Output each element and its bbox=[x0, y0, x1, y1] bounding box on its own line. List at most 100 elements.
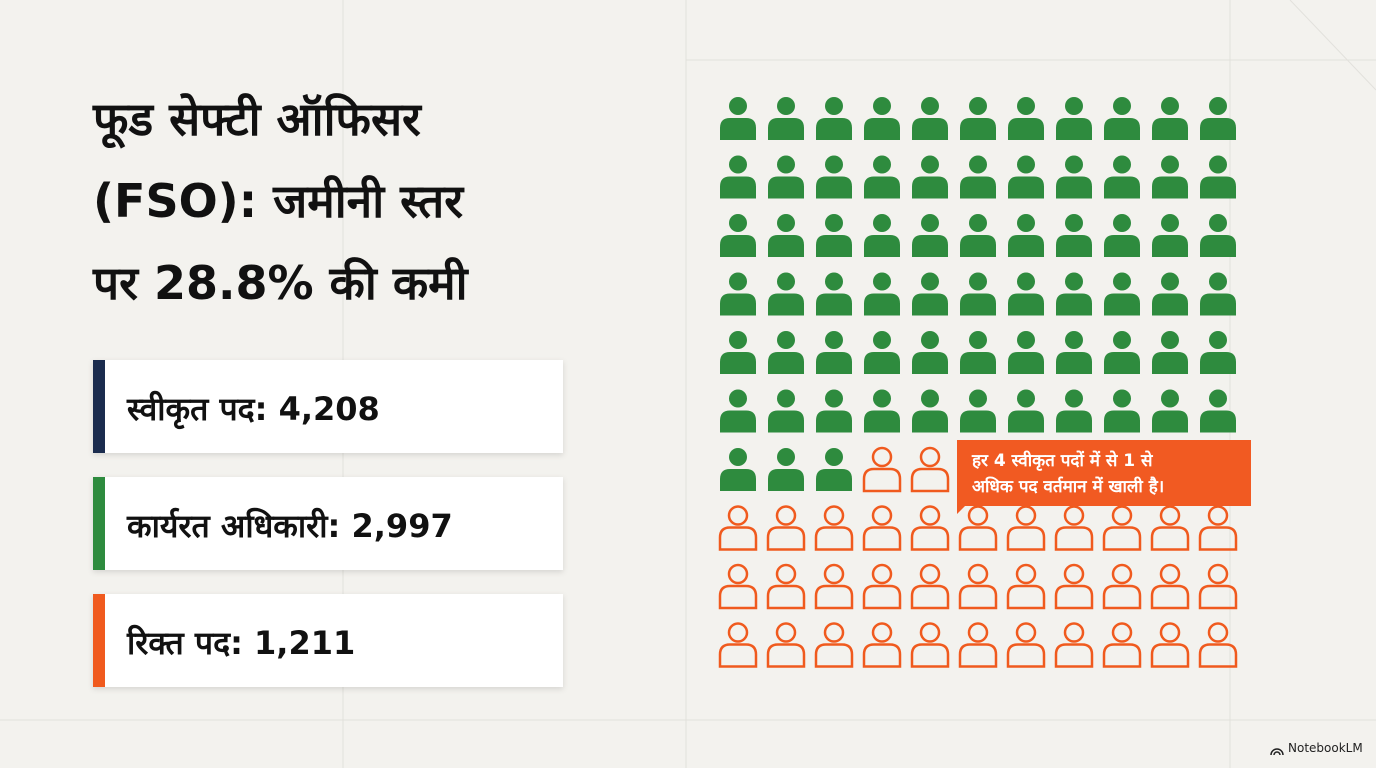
icon-body bbox=[768, 469, 804, 491]
icon-empty bbox=[910, 563, 950, 610]
icon-body bbox=[1152, 352, 1188, 374]
icon-body bbox=[1008, 176, 1044, 199]
title-line: (FSO): जमीनी स्तर bbox=[93, 174, 465, 228]
icon-head bbox=[729, 97, 747, 115]
icon-body bbox=[1200, 293, 1236, 316]
icon-head bbox=[727, 505, 749, 526]
icon-head bbox=[969, 272, 987, 291]
stat-label: कार्यरत अधिकारी: bbox=[126, 507, 340, 545]
icon-body bbox=[1104, 410, 1140, 433]
icon-body bbox=[912, 352, 948, 374]
icon-head bbox=[1159, 563, 1181, 585]
icon-filled bbox=[816, 272, 852, 316]
icon-head bbox=[1063, 563, 1085, 585]
icon-filled bbox=[816, 97, 852, 140]
icon-body bbox=[960, 293, 996, 316]
icon-head bbox=[921, 97, 939, 115]
icon-body bbox=[1104, 118, 1140, 140]
icon-body bbox=[816, 293, 852, 316]
icon-body bbox=[1006, 584, 1046, 610]
title-line: फूड सेफ्टी ऑफिसर bbox=[92, 92, 423, 149]
icon-head bbox=[727, 563, 749, 585]
icon-head bbox=[823, 505, 845, 526]
icon-body bbox=[1198, 643, 1238, 668]
icon-filled bbox=[1056, 97, 1092, 140]
icon-filled bbox=[816, 331, 852, 374]
icon-head bbox=[729, 272, 747, 291]
icon-empty bbox=[814, 505, 854, 551]
icon-head bbox=[969, 389, 987, 408]
icon-filled bbox=[1200, 389, 1236, 433]
icon-body bbox=[1006, 526, 1046, 551]
icon-body bbox=[1200, 410, 1236, 433]
icon-body bbox=[1008, 118, 1044, 140]
icon-empty bbox=[1102, 505, 1142, 551]
icon-filled bbox=[1008, 272, 1044, 316]
stat-value: 1,211 bbox=[254, 624, 355, 662]
icon-filled bbox=[960, 331, 996, 374]
icon-body bbox=[720, 118, 756, 140]
icon-filled bbox=[864, 214, 900, 257]
icon-body bbox=[1054, 584, 1094, 610]
icon-filled bbox=[1008, 389, 1044, 433]
callout-text: अधिक पद वर्तमान में खाली है। bbox=[972, 476, 1164, 497]
callout-text: हर 4 स्वीकृत पदों में से 1 से bbox=[971, 450, 1154, 471]
icon-body bbox=[1104, 176, 1140, 199]
icon-head bbox=[873, 272, 891, 291]
icon-filled bbox=[720, 448, 756, 491]
callout: हर 4 स्वीकृत पदों में से 1 से अधिक पद वर्… bbox=[957, 440, 1251, 514]
icon-head bbox=[921, 155, 939, 174]
icon-filled bbox=[864, 389, 900, 433]
icon-body bbox=[960, 410, 996, 433]
icon-head bbox=[1065, 155, 1083, 174]
icon-empty bbox=[1054, 563, 1094, 610]
icon-body bbox=[1104, 352, 1140, 374]
icon-head bbox=[1113, 272, 1131, 291]
icon-head bbox=[873, 389, 891, 408]
icon-body bbox=[768, 410, 804, 433]
icon-body bbox=[862, 526, 902, 551]
icon-head bbox=[1113, 331, 1131, 349]
card bbox=[93, 477, 563, 570]
icon-head bbox=[1015, 505, 1037, 526]
icon-filled bbox=[1008, 97, 1044, 140]
icon-head bbox=[729, 448, 747, 466]
icon-filled bbox=[816, 448, 852, 491]
icon-body bbox=[1056, 293, 1092, 316]
icon-head bbox=[777, 272, 795, 291]
icon-filled bbox=[720, 272, 756, 316]
icon-body bbox=[1198, 526, 1238, 551]
icon-body bbox=[960, 235, 996, 257]
icon-head bbox=[871, 446, 893, 468]
icon-filled bbox=[1152, 331, 1188, 374]
icon-head bbox=[871, 505, 893, 526]
icon-body bbox=[1152, 293, 1188, 316]
icon-filled bbox=[1056, 272, 1092, 316]
icon-head bbox=[969, 214, 987, 232]
icon-body bbox=[1008, 410, 1044, 433]
icon-head bbox=[727, 622, 749, 643]
icon-head bbox=[1017, 155, 1035, 174]
card-accent bbox=[93, 594, 105, 687]
icon-head bbox=[1161, 331, 1179, 349]
icon-body bbox=[768, 293, 804, 316]
icon-filled bbox=[864, 155, 900, 199]
card-accent bbox=[93, 360, 105, 453]
icon-body bbox=[1006, 643, 1046, 668]
icon-head bbox=[919, 505, 941, 526]
icon-filled bbox=[912, 155, 948, 199]
icon-body bbox=[1008, 235, 1044, 257]
icon-head bbox=[1161, 272, 1179, 291]
icon-head bbox=[775, 563, 797, 585]
icon-body bbox=[864, 293, 900, 316]
icon-empty bbox=[862, 622, 902, 668]
icon-empty bbox=[718, 563, 758, 610]
icon-filled bbox=[768, 331, 804, 374]
icon-filled bbox=[864, 331, 900, 374]
icon-filled bbox=[1200, 272, 1236, 316]
icon-head bbox=[1113, 97, 1131, 115]
icon-body bbox=[816, 235, 852, 257]
icon-head bbox=[729, 389, 747, 408]
icon-body bbox=[958, 584, 998, 610]
icon-filled bbox=[1008, 155, 1044, 199]
